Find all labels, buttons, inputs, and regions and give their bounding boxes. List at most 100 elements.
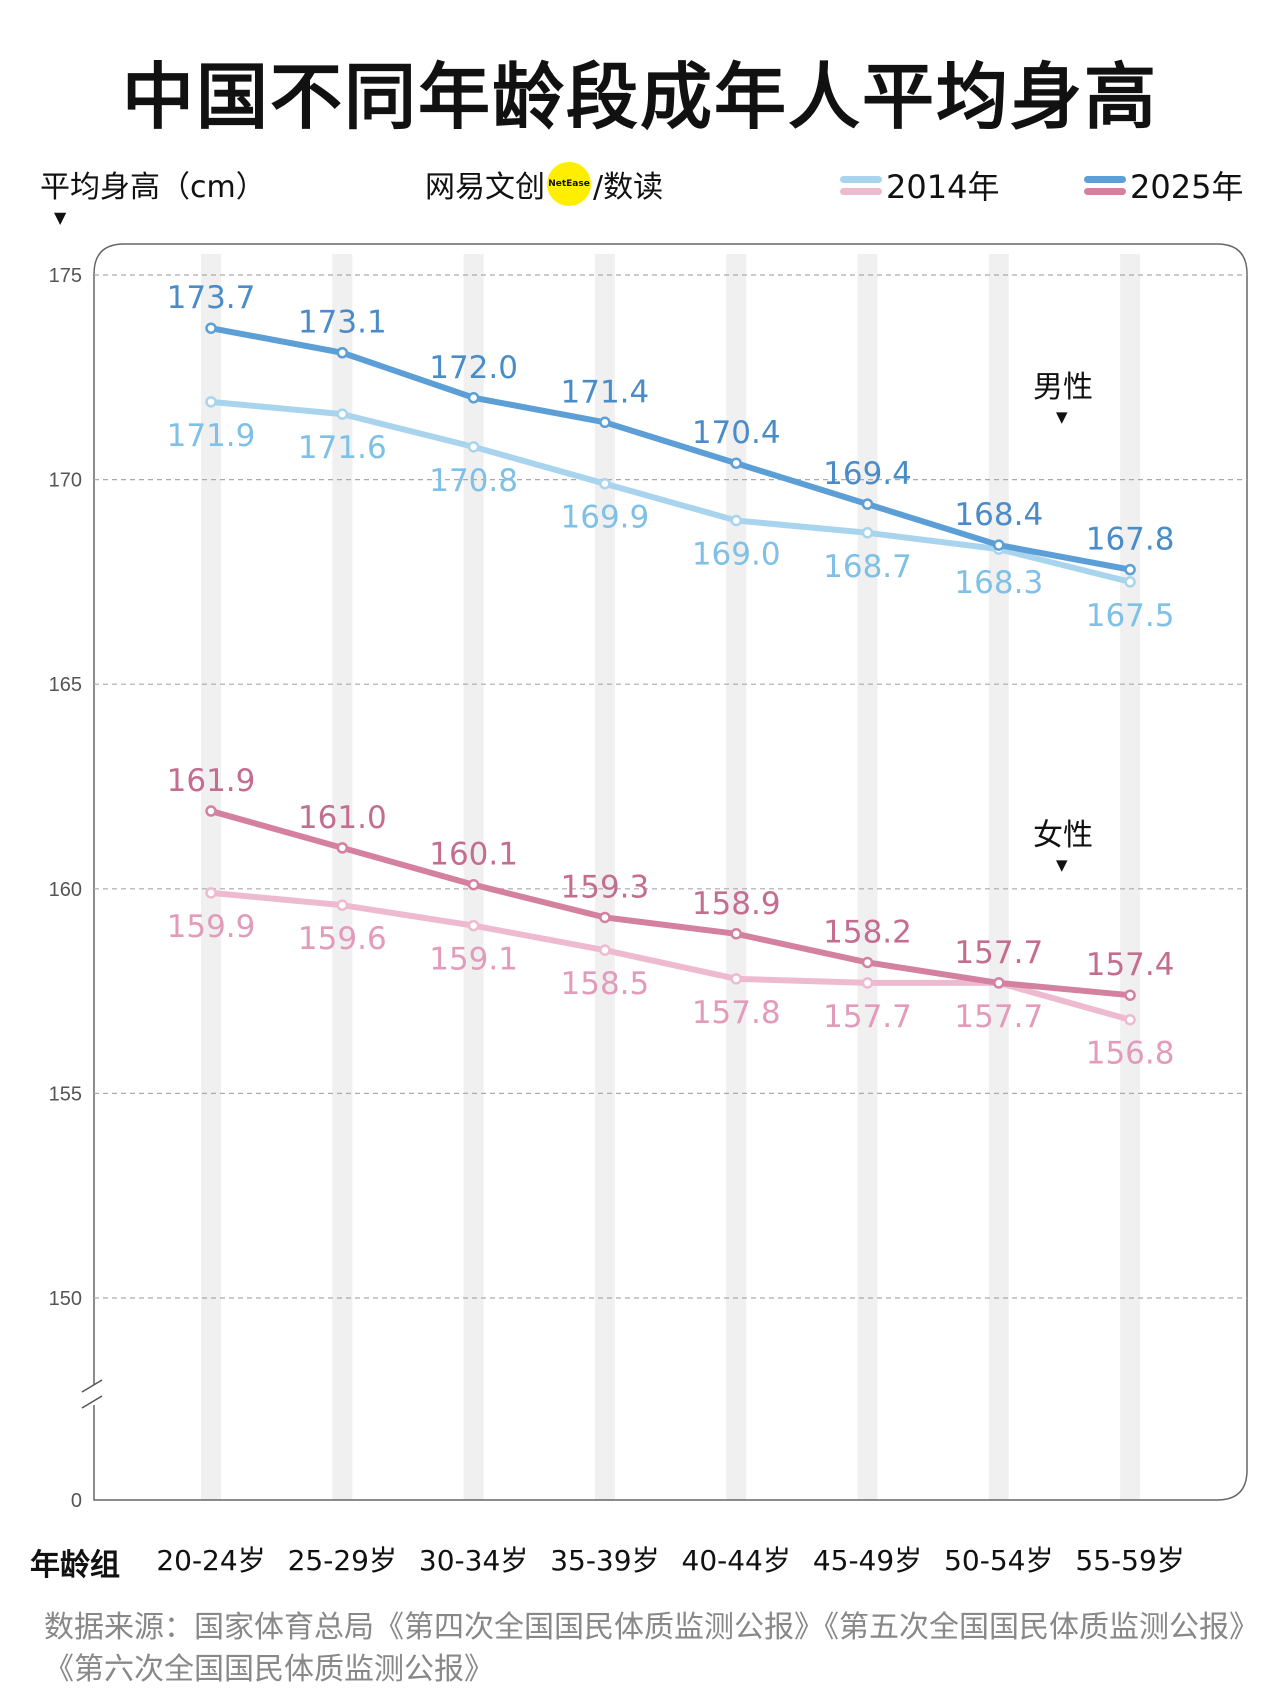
data-label: 170.4 (692, 415, 781, 451)
column-band (988, 254, 1009, 1500)
series-line-女性-2025年 (210, 808, 1131, 999)
data-label: 157.8 (692, 995, 781, 1031)
y-tick-label: 150 (49, 1288, 82, 1310)
data-point (1124, 563, 1136, 576)
data-point (730, 973, 742, 985)
data-point (205, 805, 217, 817)
data-point (861, 527, 874, 539)
data-point (993, 977, 1005, 989)
data-point (599, 911, 611, 924)
column-band (332, 254, 353, 1500)
data-label: 167.8 (1086, 522, 1175, 558)
annotation-male: 男性 (1033, 370, 1093, 405)
data-label: 160.1 (429, 837, 518, 873)
data-label: 173.1 (298, 305, 387, 341)
brand-left: 网易文创 (425, 170, 545, 205)
axis-break-mark (81, 1379, 103, 1393)
x-tick-label: 20-24岁 (156, 1544, 265, 1577)
axis-break-gap (82, 1385, 106, 1405)
y-tick-label: 155 (49, 1083, 82, 1105)
y-tick-label: 160 (49, 879, 82, 901)
data-point (467, 878, 480, 891)
data-point (336, 408, 349, 420)
x-tick-label: 30-34岁 (419, 1544, 528, 1577)
legend-2014: 2014年 (840, 162, 999, 208)
data-point (599, 416, 611, 429)
data-label: 161.0 (298, 800, 387, 836)
down-arrow-icon: ▼ (1056, 856, 1068, 874)
data-point (467, 441, 480, 453)
data-label: 159.3 (561, 869, 650, 905)
data-label: 159.1 (429, 942, 518, 978)
data-point (861, 498, 874, 510)
data-label: 158.2 (823, 914, 912, 950)
data-label: 167.5 (1086, 598, 1175, 634)
data-point (993, 539, 1005, 551)
source-note: 数据来源：国家体育总局《第四次全国国民体质监测公报》《第五次全国国民体质监测公报… (44, 1610, 1244, 1687)
data-label: 168.7 (823, 549, 912, 585)
data-label: 173.7 (167, 280, 256, 316)
data-point (467, 392, 480, 404)
data-label: 168.4 (954, 497, 1043, 533)
data-label: 169.4 (823, 456, 912, 492)
axis-break-mark (81, 1395, 103, 1409)
brand-badge: NetEase (547, 162, 591, 206)
legend-swatch (840, 171, 882, 200)
y-tick-label: 175 (49, 265, 82, 287)
series-line-男性-2014年 (210, 398, 1131, 585)
data-point (1124, 576, 1136, 588)
data-point (467, 919, 480, 932)
column-band (726, 254, 747, 1500)
data-point (336, 899, 349, 911)
data-point (861, 977, 874, 989)
data-label: 169.0 (692, 537, 781, 573)
data-label: 168.3 (954, 565, 1043, 601)
data-label: 159.9 (167, 909, 256, 945)
x-axis-name: 年龄组 (30, 1548, 120, 1583)
annotation-female: 女性 (1033, 818, 1093, 853)
data-label: 169.9 (561, 500, 650, 536)
chart-title: 中国不同年龄段成年人平均身高 (121, 55, 1158, 139)
data-point (730, 928, 742, 940)
down-arrow-icon: ▼ (54, 208, 67, 227)
x-tick-label: 50-54岁 (944, 1544, 1053, 1577)
data-point (599, 477, 611, 490)
brand-right: /数读 (593, 170, 664, 205)
x-tick-label: 35-39岁 (550, 1544, 659, 1577)
legend-swatch (1084, 171, 1126, 200)
series-line-男性-2025年 (210, 325, 1131, 573)
data-point (861, 956, 874, 969)
y-axis-label: 平均身高（cm） (40, 170, 266, 205)
data-label: 156.8 (1086, 1036, 1175, 1072)
x-tick-label: 55-59岁 (1075, 1544, 1184, 1577)
data-point (730, 457, 742, 469)
data-label: 159.6 (298, 921, 387, 957)
data-label: 172.0 (429, 350, 518, 386)
data-point (1124, 989, 1136, 1001)
data-point (1124, 1013, 1136, 1026)
x-tick-label: 40-44岁 (682, 1544, 791, 1577)
down-arrow-icon: ▼ (1056, 408, 1068, 426)
column-band (201, 254, 221, 1500)
data-label: 157.7 (954, 935, 1043, 971)
data-point (730, 514, 742, 527)
data-label: 171.6 (298, 430, 387, 466)
data-point (205, 322, 217, 334)
data-point (205, 396, 217, 408)
data-label: 157.4 (1086, 947, 1175, 983)
x-tick-label: 45-49岁 (813, 1544, 922, 1577)
data-point (205, 887, 217, 899)
data-label: 170.8 (429, 463, 518, 499)
data-label: 157.7 (954, 999, 1043, 1035)
column-band (1120, 254, 1141, 1500)
column-band (463, 254, 484, 1500)
y-tick-label: 0 (71, 1490, 82, 1512)
data-label: 158.5 (561, 966, 650, 1002)
data-point (599, 944, 611, 956)
series-line-女性-2014年 (210, 889, 1131, 1023)
x-tick-label: 25-29岁 (288, 1544, 397, 1577)
data-point (336, 346, 349, 359)
column-band (857, 254, 878, 1500)
y-tick-label: 165 (49, 674, 82, 696)
